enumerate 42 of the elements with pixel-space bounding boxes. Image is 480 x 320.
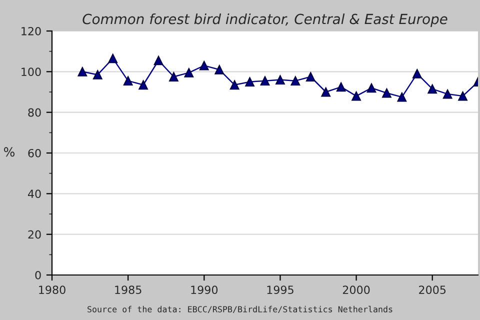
x-tick-label: 2000 (342, 286, 370, 294)
chart-title: Common forest bird indicator, Central & East Europe (82, 14, 448, 27)
point (412, 69, 422, 78)
y-tick-label: 0 (35, 270, 41, 280)
y-tick-label: 20 (28, 230, 41, 239)
y-tick-label: 80 (28, 108, 41, 117)
x-tick-label: 1990 (191, 286, 218, 294)
point (336, 82, 346, 92)
point (276, 75, 285, 84)
x-tick-label: 2005 (419, 286, 446, 294)
point (169, 72, 178, 82)
y-tick-label: 40 (28, 190, 41, 198)
point (428, 84, 438, 94)
point (260, 76, 270, 86)
point (366, 83, 376, 93)
point (458, 91, 468, 101)
point (199, 60, 209, 70)
point (92, 70, 102, 80)
point (352, 91, 361, 101)
point (138, 80, 148, 90)
point (230, 80, 240, 90)
point (290, 76, 300, 86)
point (123, 76, 133, 86)
point (78, 66, 88, 76)
y-tick-label: 60 (28, 148, 41, 158)
source-note: Source of the data: EBCC/RSPB/BirdLife/Statistics Netherlands (88, 306, 392, 314)
x-tick-label: 1980 (39, 286, 66, 294)
point (245, 77, 254, 87)
y-tick-label: 100 (22, 68, 41, 76)
point (108, 54, 118, 64)
point (397, 92, 407, 102)
y-tick-label: 120 (22, 26, 41, 36)
point (442, 89, 452, 99)
point (154, 56, 164, 66)
point (184, 68, 194, 78)
point (321, 87, 331, 97)
point (382, 88, 392, 98)
point (214, 64, 224, 74)
x-tick-label: 1995 (267, 286, 294, 294)
point (306, 72, 316, 82)
y-axis-title: % (4, 147, 15, 157)
x-tick-label: 1985 (115, 286, 142, 294)
